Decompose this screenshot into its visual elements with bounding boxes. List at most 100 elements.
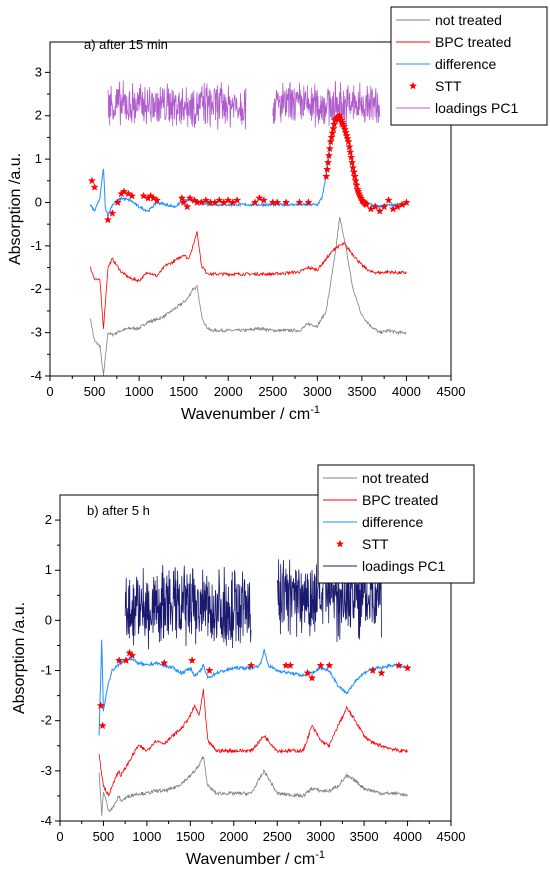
stt-marker	[121, 656, 131, 664]
stt-marker	[103, 215, 112, 224]
stt-marker	[295, 198, 304, 206]
stt-marker	[127, 191, 137, 200]
stt-marker	[326, 137, 335, 146]
stt-marker	[259, 195, 268, 204]
stt-marker	[329, 124, 338, 133]
x-tick-label: 1500	[169, 384, 198, 399]
stt-marker	[215, 195, 224, 204]
stt-marker	[177, 193, 186, 202]
stt-marker	[389, 204, 398, 213]
stt-marker	[380, 202, 389, 211]
legend-label: not treated	[435, 12, 502, 28]
x-tick-label: 4000	[393, 829, 422, 844]
x-axis-label: Wavenumber / cm-1	[181, 404, 320, 423]
x-tick-label: 500	[84, 384, 106, 399]
series-line-loadings-pc1	[124, 564, 252, 650]
stt-marker	[361, 199, 370, 208]
x-tick-label: 0	[56, 829, 63, 844]
legend-label: difference	[362, 514, 423, 530]
x-tick-label: 4500	[437, 829, 466, 844]
series-line-not-treated	[98, 755, 408, 816]
x-axis-label-superscript: -1	[310, 404, 320, 416]
y-tick-label: -1	[40, 663, 52, 678]
chart-panel-1: 0 500 1000 1500 2000 2500 3000 3500 4000 4500 -4 -3…	[7, 6, 548, 423]
series-line-bpc-treated	[89, 231, 407, 329]
legend-swatch-star	[408, 81, 418, 90]
stt-marker	[224, 195, 233, 204]
stt-marker	[247, 661, 256, 669]
stt-marker	[286, 661, 295, 669]
y-tick-label: -3	[30, 325, 42, 340]
stt-marker	[366, 204, 375, 213]
stt-marker	[187, 656, 197, 664]
y-tick-label: 1	[45, 562, 52, 577]
stt-marker	[185, 193, 194, 202]
stt-marker	[108, 208, 117, 217]
stt-marker	[325, 661, 334, 669]
y-tick-label: -4	[30, 368, 42, 383]
stt-marker	[393, 202, 402, 211]
stt-marker	[124, 189, 133, 198]
y-tick-label: 2	[45, 512, 52, 527]
legend-label: difference	[435, 56, 496, 72]
x-tick-label: 2000	[214, 384, 243, 399]
stt-marker	[303, 668, 312, 677]
x-tick-label: 3000	[303, 384, 332, 399]
x-tick-label: 3500	[350, 829, 379, 844]
y-tick-label: 0	[45, 612, 52, 627]
stt-marker	[282, 198, 291, 206]
stt-marker	[113, 198, 122, 206]
series-line-bpc-treated	[98, 688, 408, 797]
x-axis-label-superscript: -1	[315, 849, 325, 861]
panel-title: a) after 15 min	[84, 37, 168, 52]
stt-marker	[348, 163, 358, 172]
stt-marker	[350, 172, 359, 180]
stt-marker	[347, 153, 356, 161]
x-tick-label: 2000	[219, 829, 248, 844]
legend-label: BPC treated	[362, 492, 438, 508]
stt-marker	[179, 198, 188, 206]
stt-marker	[343, 134, 352, 143]
stt-marker	[356, 193, 366, 202]
stt-marker	[328, 128, 337, 137]
stt-marker	[152, 195, 162, 204]
stt-marker	[322, 172, 331, 180]
x-tick-label: 2500	[258, 384, 287, 399]
stt-marker	[255, 193, 264, 202]
stt-marker	[352, 180, 361, 189]
stt-marker	[205, 666, 214, 675]
y-tick-label: -3	[40, 763, 52, 778]
stt-marker	[90, 182, 99, 191]
stt-marker	[115, 656, 124, 664]
stt-marker	[375, 206, 384, 215]
stt-marker	[197, 198, 206, 206]
x-tick-label: 500	[93, 829, 115, 844]
x-tick-label: 4000	[392, 384, 421, 399]
y-tick-label: 0	[35, 194, 42, 209]
y-tick-label: -1	[30, 238, 42, 253]
plot-area	[87, 80, 411, 376]
stt-marker	[149, 193, 158, 202]
series-line-difference	[89, 114, 407, 217]
y-tick-label: -2	[30, 281, 42, 296]
stt-marker	[394, 661, 403, 669]
legend-label: not treated	[362, 470, 429, 486]
stt-marker	[323, 158, 333, 167]
x-tick-label: 2500	[263, 829, 292, 844]
stt-marker	[228, 198, 237, 206]
stt-marker	[139, 191, 148, 200]
series-line-loadings-pc1	[272, 81, 381, 129]
x-tick-label: 4500	[437, 384, 466, 399]
stt-marker	[219, 198, 228, 206]
stt-marker	[304, 198, 313, 206]
legend-label: loadings PC1	[435, 100, 518, 116]
x-tick-label: 1500	[176, 829, 205, 844]
stt-marker	[273, 198, 282, 206]
x-tick-label: 1000	[125, 384, 154, 399]
legend-box	[317, 464, 475, 584]
legend-label: STT	[435, 78, 462, 94]
series-line-not-treated	[90, 217, 407, 376]
legend-label: STT	[362, 536, 389, 552]
y-axis-label: Absorption /a.u.	[11, 602, 28, 714]
